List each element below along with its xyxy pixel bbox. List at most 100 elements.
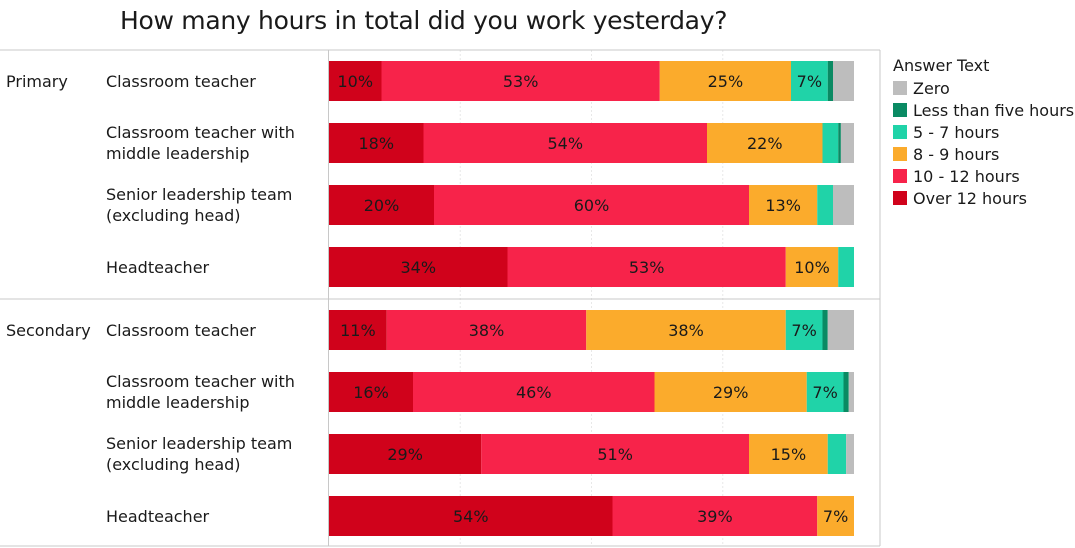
stacked-bar-chart: 10% 53% 25% 7% 18% 54% 22% 20% 60% 13% 34% 53% 10% 11… bbox=[0, 49, 881, 547]
row-label-line: Classroom teacher bbox=[106, 71, 256, 91]
data-label: 20% bbox=[364, 196, 400, 215]
bar-segment bbox=[838, 123, 841, 163]
row-label-line: (excluding head) bbox=[106, 455, 241, 474]
row-label-line: (excluding head) bbox=[106, 206, 241, 225]
bar-segment bbox=[507, 247, 786, 287]
legend: Answer Text Zero Less than five hours 5 - … bbox=[893, 55, 1074, 209]
row-label: Classroom teacher with middle leadership bbox=[106, 122, 295, 164]
row-label-line: middle leadership bbox=[106, 144, 250, 163]
data-label: 29% bbox=[713, 383, 749, 402]
data-label: 54% bbox=[453, 507, 489, 526]
bar-segment bbox=[827, 310, 854, 350]
chart-title: How many hours in total did you work yes… bbox=[120, 6, 728, 35]
bar-segment bbox=[838, 247, 854, 287]
bar-segment bbox=[413, 372, 655, 412]
bar-segment bbox=[843, 372, 849, 412]
bar-segment bbox=[659, 61, 791, 101]
bar-segment bbox=[481, 434, 749, 474]
row-label-line: Senior leadership team bbox=[106, 185, 293, 204]
bar-segment bbox=[833, 185, 854, 225]
bar-segment bbox=[833, 61, 854, 101]
row-label-line: Headteacher bbox=[106, 257, 210, 277]
row-label-line: middle leadership bbox=[106, 393, 250, 412]
bar-segment bbox=[612, 496, 818, 536]
bar-segment bbox=[329, 434, 482, 474]
data-label: 38% bbox=[668, 321, 704, 340]
row-label: Classroom teacher with middle leadership bbox=[106, 371, 295, 413]
data-label: 13% bbox=[765, 196, 801, 215]
data-label: 7% bbox=[812, 383, 837, 402]
data-label: 39% bbox=[697, 507, 733, 526]
bar-segment bbox=[840, 123, 854, 163]
bar-segment bbox=[707, 123, 823, 163]
group-label: Primary bbox=[6, 72, 68, 91]
bar-segment bbox=[329, 372, 413, 412]
data-label: 51% bbox=[597, 445, 633, 464]
legend-item: Less than five hours bbox=[893, 99, 1074, 121]
bar-segment bbox=[749, 434, 828, 474]
bar-segment bbox=[827, 61, 833, 101]
bar-segment bbox=[386, 310, 587, 350]
row-label-line: Senior leadership team bbox=[106, 434, 293, 453]
bar-segment bbox=[817, 185, 833, 225]
legend-label: 10 - 12 hours bbox=[913, 166, 1020, 186]
row-label: Classroom teacher bbox=[106, 320, 256, 341]
legend-swatch bbox=[893, 81, 907, 95]
row-label: Senior leadership team (excluding head) bbox=[106, 433, 292, 475]
legend-title: Answer Text bbox=[893, 56, 990, 75]
data-label: 18% bbox=[358, 134, 394, 153]
bar-segment bbox=[822, 123, 839, 163]
row-label: Headteacher bbox=[106, 506, 209, 527]
bar-segment bbox=[817, 496, 854, 536]
row-label: Classroom teacher bbox=[106, 71, 256, 92]
data-label: 53% bbox=[629, 258, 665, 277]
legend-item: 8 - 9 hours bbox=[893, 143, 1074, 165]
data-label: 15% bbox=[771, 445, 807, 464]
bar-segment bbox=[785, 247, 839, 287]
data-label: 34% bbox=[400, 258, 436, 277]
legend-item: Over 12 hours bbox=[893, 187, 1074, 209]
data-label: 53% bbox=[503, 72, 539, 91]
data-label: 22% bbox=[747, 134, 783, 153]
data-label: 16% bbox=[353, 383, 389, 402]
legend-swatch bbox=[893, 125, 907, 139]
bar-segment bbox=[381, 61, 660, 101]
bar-segment bbox=[329, 247, 508, 287]
bar-segment bbox=[586, 310, 786, 350]
bar-segment bbox=[654, 372, 807, 412]
legend-label: Less than five hours bbox=[913, 100, 1075, 120]
legend-items: Zero Less than five hours 5 - 7 hours 8 - 9… bbox=[893, 77, 1074, 209]
row-label: Headteacher bbox=[106, 257, 209, 278]
data-label: 46% bbox=[516, 383, 552, 402]
data-label: 29% bbox=[387, 445, 423, 464]
legend-item: 10 - 12 hours bbox=[893, 165, 1074, 187]
bar-segment bbox=[329, 61, 382, 101]
bar-segment bbox=[846, 434, 854, 474]
data-label: 38% bbox=[469, 321, 505, 340]
bar-segment bbox=[329, 310, 387, 350]
row-label-line: Classroom teacher with bbox=[106, 123, 295, 142]
legend-swatch bbox=[893, 103, 907, 117]
legend-swatch bbox=[893, 191, 907, 205]
bar-segment bbox=[848, 372, 854, 412]
bar-segment bbox=[329, 185, 434, 225]
legend-item: 5 - 7 hours bbox=[893, 121, 1074, 143]
legend-label: Over 12 hours bbox=[913, 188, 1027, 208]
data-label: 10% bbox=[337, 72, 373, 91]
data-label: 11% bbox=[340, 321, 376, 340]
legend-swatch bbox=[893, 169, 907, 183]
data-label: 54% bbox=[547, 134, 583, 153]
data-label: 10% bbox=[794, 258, 830, 277]
bar-segment bbox=[822, 310, 828, 350]
row-label-line: Classroom teacher bbox=[106, 320, 256, 340]
legend-label: 5 - 7 hours bbox=[913, 122, 1000, 142]
bar-segment bbox=[434, 185, 749, 225]
bar-segment bbox=[791, 61, 828, 101]
bar-segment bbox=[423, 123, 707, 163]
bar-segment bbox=[329, 496, 613, 536]
bar-segment bbox=[785, 310, 823, 350]
row-label-line: Headteacher bbox=[106, 506, 210, 526]
legend-label: 8 - 9 hours bbox=[913, 144, 1000, 164]
data-label: 7% bbox=[791, 321, 816, 340]
legend-label: Zero bbox=[913, 78, 950, 98]
